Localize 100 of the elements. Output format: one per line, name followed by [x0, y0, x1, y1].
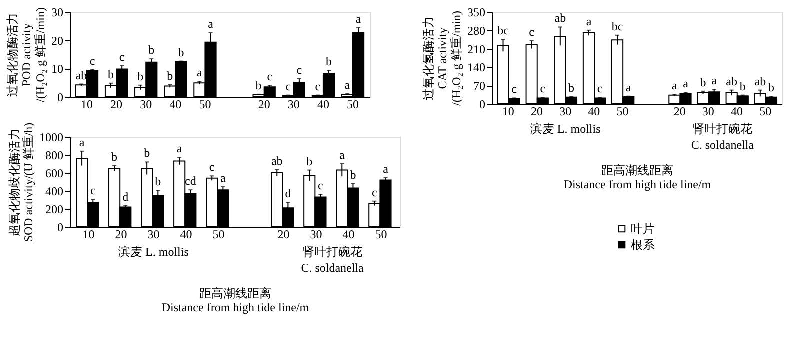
data-label: a [339, 148, 346, 162]
data-label: c [286, 79, 292, 94]
legend-label: 叶片 [631, 222, 655, 236]
data-label: a [626, 80, 632, 94]
x-tick-label: 40 [170, 98, 182, 112]
y-tick-label: 200 [46, 202, 64, 216]
text: 肾叶打碗花 C. soldanella [691, 122, 755, 152]
y-tick-label: 70 [474, 79, 486, 94]
x-tick-label: 30 [560, 104, 572, 118]
data-label: a [712, 74, 718, 88]
data-label: b [256, 78, 262, 92]
x-tick-label: 40 [180, 228, 192, 242]
data-label: b [700, 75, 706, 90]
data-label: c [315, 79, 321, 94]
text: 肾叶打碗花 C. soldanella [301, 245, 365, 275]
data-label: b [306, 154, 313, 168]
data-label: bc [498, 24, 509, 38]
x-tick-label: 40 [342, 228, 355, 242]
data-label: b [167, 68, 174, 83]
x-tick-label: 20 [258, 98, 270, 112]
data-label: c [209, 160, 215, 174]
data-label: c [119, 50, 125, 64]
data-label: c [512, 82, 518, 96]
x-tick-label: 50 [212, 228, 225, 242]
data-label: c [372, 185, 378, 200]
x-tick-label: 30 [140, 98, 152, 112]
data-label: a [383, 162, 390, 176]
text: 滨麦 L. mollis [118, 245, 190, 259]
y-tick-label: 0 [58, 90, 64, 104]
data-label: a [79, 135, 86, 150]
data-label: c [529, 24, 534, 39]
y-tick-label: 140 [468, 60, 486, 75]
data-label: a [586, 14, 592, 28]
x-axis-title: 距高潮线距离 Distance from high tide line/m [162, 286, 310, 314]
y-axis-title: 过氧化物酶活力 POD activity /(H₂O₂ g 鲜重/min) [6, 7, 48, 103]
x-tick-label: 40 [317, 98, 330, 112]
data-label: a [197, 66, 204, 80]
x-tick-label: 40 [588, 104, 600, 118]
x-tick-label: 20 [115, 228, 128, 242]
x-axis-title: 距高潮线距离 Distance from high tide line/m [564, 164, 712, 192]
data-label: b [108, 67, 114, 82]
y-tick-label: 1000 [40, 130, 64, 144]
data-label: b [350, 168, 356, 182]
y-tick-label: 800 [46, 148, 64, 162]
data-label: ab [554, 11, 566, 26]
data-label: a [683, 76, 690, 91]
data-label: b [740, 79, 746, 94]
data-label: b [112, 150, 118, 164]
y-tick-label: 600 [46, 166, 64, 180]
data-label: c [597, 82, 603, 96]
data-label: a [672, 78, 678, 93]
data-label: b [326, 54, 332, 69]
data-label: b [144, 146, 150, 160]
x-tick-label: 50 [760, 104, 772, 118]
y-tick-label: 20 [52, 34, 64, 48]
x-tick-label: 10 [80, 98, 93, 112]
y-tick-label: 350 [468, 6, 486, 20]
y-tick-label: 400 [46, 184, 64, 198]
data-label: b [148, 43, 155, 58]
y-tick-label: 30 [52, 6, 64, 20]
data-label: a [356, 12, 362, 26]
x-tick-label: 20 [278, 228, 290, 242]
x-tick-label: 20 [531, 104, 543, 118]
data-label: c [90, 54, 96, 68]
data-label: c [318, 178, 324, 193]
x-tick-label: 20 [674, 104, 686, 118]
x-tick-label: 40 [731, 104, 743, 118]
y-axis-title: 超氧化物歧化酶活力 SOD activity/(U 鲜重/h) [8, 122, 36, 242]
y-tick-label: 280 [468, 24, 486, 38]
data-label: b [568, 80, 574, 95]
x-tick-label: 50 [616, 104, 629, 118]
data-label: ab [726, 74, 738, 88]
data-label: ab [76, 68, 88, 82]
data-label: a [220, 170, 227, 185]
x-tick-label: 10 [502, 104, 514, 118]
data-label: c [90, 184, 96, 198]
y-tick-label: 210 [468, 42, 486, 56]
y-tick-label: 0 [58, 220, 64, 234]
data-label: c [296, 62, 302, 77]
data-label: d [285, 186, 292, 201]
x-tick-label: 50 [199, 98, 212, 112]
x-tick-label: 10 [82, 228, 95, 242]
data-label: b [155, 174, 162, 189]
data-label: bc [612, 19, 624, 34]
data-label: b [178, 45, 184, 60]
data-label: a [208, 16, 214, 31]
legend-label: 根系 [631, 238, 655, 252]
data-label: b [138, 69, 144, 84]
data-label: c [540, 82, 546, 96]
data-label: ab [271, 154, 283, 168]
x-tick-label: 30 [702, 104, 714, 118]
x-tick-label: 30 [310, 228, 322, 242]
y-tick-label: 0 [480, 98, 486, 112]
x-tick-label: 20 [110, 98, 123, 112]
data-label: cd [185, 174, 196, 188]
y-tick-label: 10 [52, 62, 64, 76]
data-label: d [122, 190, 129, 204]
text: 滨麦 L. mollis [530, 122, 602, 136]
data-label: b [768, 80, 774, 95]
x-tick-label: 50 [347, 98, 360, 112]
